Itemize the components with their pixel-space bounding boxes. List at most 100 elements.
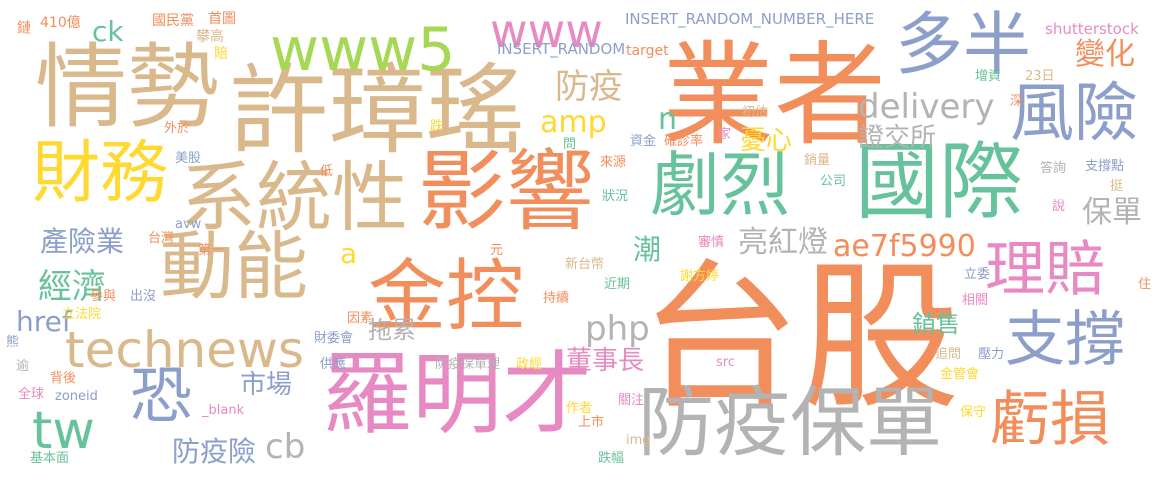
cloud-word: 逾 [16,359,30,374]
cloud-word: 背後 [50,371,77,386]
cloud-word: 鏈 [15,20,31,34]
cloud-word: 防疫 [555,67,623,107]
cloud-word: 保守 [960,405,987,420]
cloud-word: 初估 [742,105,769,120]
cloud-word: 說 [1052,199,1066,214]
cloud-word: 銷售 [912,310,960,338]
cloud-word: 亮紅燈 [738,225,828,260]
cloud-word: 業者 [662,31,886,161]
cloud-word: 壓力 [978,347,1005,362]
cloud-word: 攀高 [196,29,224,45]
cloud-word: tw [32,401,95,461]
cloud-word: 羅明才 [322,342,592,447]
cloud-word: 家 [718,127,732,142]
cloud-word: 虧損 [990,385,1110,455]
cloud-word: 支撐 [1005,305,1125,375]
cloud-word: 經濟 [38,267,106,307]
cloud-word: 持續 [543,291,570,306]
cloud-word: 恐 [130,359,193,432]
cloud-word: shutterstock [1045,20,1139,38]
cloud-word: 狀況 [602,189,629,204]
cloud-word: cb [265,427,306,467]
cloud-word: _blank [202,403,245,418]
cloud-word: 董事長 [566,346,645,376]
cloud-word: delivery [858,87,995,127]
cloud-word: 追問 [935,347,962,362]
cloud-word: 元 [490,243,504,258]
cloud-word: 支撐點 [1085,159,1125,174]
cloud-word: a [340,237,358,270]
cloud-word: 立法院 [62,307,102,322]
cloud-word: 23日 [1025,69,1055,84]
cloud-word: 跌幅 [598,451,625,466]
cloud-word: 潮 [633,233,662,266]
cloud-word: 410億 [40,15,81,31]
cloud-word: 關注 [618,393,645,408]
cloud-word: 國際 [855,133,1024,231]
cloud-word: 因素 [347,311,374,326]
cloud-word: 證交所 [858,123,937,153]
cloud-word: 低 [320,164,334,179]
cloud-word: 台灣 [148,231,175,246]
cloud-word: 金管會 [940,367,980,382]
cloud-word: href [16,305,72,338]
cloud-word: 首圖 [208,11,236,27]
cloud-word: 產險業 [40,225,125,258]
cloud-word: 增資 [975,69,1002,84]
cloud-word: 謝方婷 [680,269,720,284]
cloud-word: 資金 [630,134,657,149]
cloud-word: target [626,43,669,59]
cloud-word: 情勢 [35,34,220,141]
cloud-word: 財委會 [314,331,354,346]
cloud-word: 政經 [516,357,543,372]
cloud-word: 外於 [164,121,191,136]
cloud-word: 供應 [320,357,347,372]
cloud-word: 審慎 [698,235,725,250]
cloud-word: 住 [1138,277,1152,292]
cloud-word: 風險 [1010,77,1138,151]
cloud-word: 保單 [1082,195,1142,230]
cloud-word: ck [92,15,124,48]
cloud-word: 多半 [895,6,1032,85]
cloud-word: 台股 [640,244,961,431]
cloud-word: 上市 [578,415,605,430]
cloud-word: 賠 [214,46,228,62]
cloud-word: 憂心 [740,126,793,156]
cloud-word: 變化 [1075,37,1135,72]
cloud-word: 確診率 [664,134,704,149]
cloud-word: 財務 [32,134,169,213]
cloud-word: amp [540,105,607,140]
cloud-word: 立委 [964,267,991,282]
cloud-word: 國民黨 [152,13,194,29]
cloud-word: 許璋瑤 [230,54,525,168]
cloud-word: 防疫險 [172,435,257,468]
cloud-word: 新台幣 [565,257,605,272]
cloud-word: 來源 [600,155,627,170]
cloud-word: 美股 [175,151,202,166]
cloud-word: zoneid [55,389,98,404]
cloud-word: php [585,309,650,349]
cloud-word: 熊 [6,335,20,350]
cloud-word: 全球 [18,387,45,402]
cloud-word: src [716,355,735,370]
cloud-word: www5 [270,15,456,85]
cloud-word: 問 [563,137,577,152]
cloud-word: 金控 [368,252,525,342]
cloud-word: ae7f5990 [833,229,976,264]
cloud-word: 防疫保單理 [435,357,501,372]
cloud-word: 深 [1010,94,1024,109]
cloud-word: img [626,433,651,448]
cloud-word: technews [65,321,304,379]
cloud-word: 劇烈 [650,144,790,226]
cloud-word: 答詢 [1040,161,1067,176]
cloud-word: 相關 [962,293,989,308]
cloud-word: 公司 [820,174,847,189]
cloud-word: 市場 [240,370,293,400]
cloud-word: 參與 [90,289,117,304]
cloud-word: 拖累 [368,316,416,344]
cloud-word: 防疫保單 [638,378,942,467]
cloud-word: 跌 [430,119,444,134]
cloud-word: avw [175,217,202,232]
cloud-word: 影響 [418,140,595,243]
